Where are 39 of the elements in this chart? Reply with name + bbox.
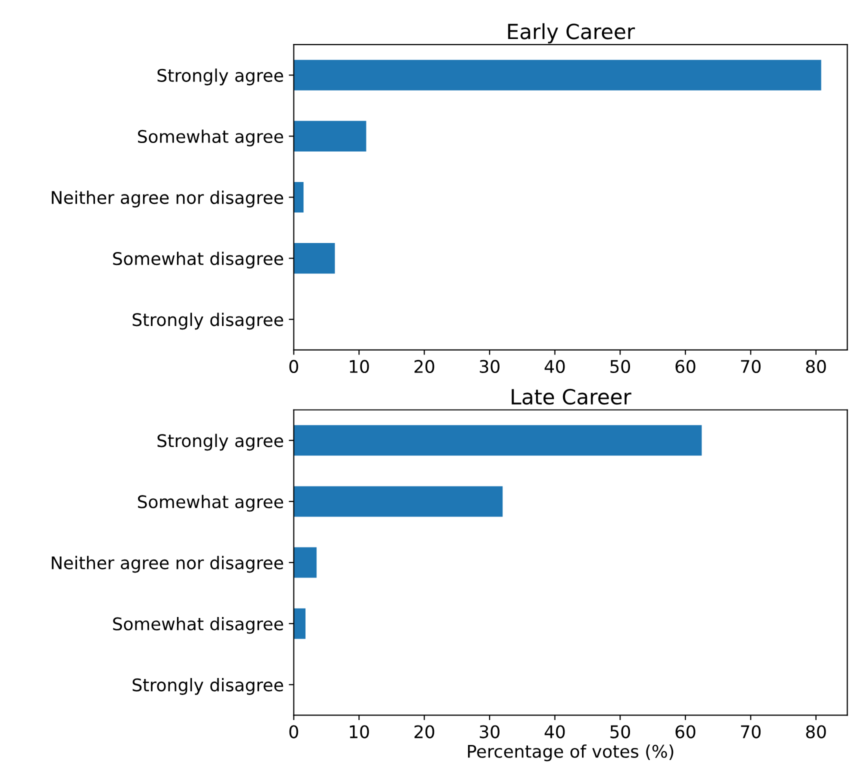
chart-title: Early Career — [508, 23, 635, 44]
x-tick-label: 0 — [289, 725, 298, 738]
x-tick-label: 40 — [544, 360, 565, 374]
x-tick-label: 80 — [806, 725, 826, 738]
y-tick-label: Somewhat disagree — [113, 252, 284, 269]
x-tick-label: 20 — [414, 725, 434, 738]
x-tick-label: 0 — [289, 360, 298, 374]
bar — [294, 608, 306, 639]
bar — [294, 425, 702, 456]
y-tick-label: Somewhat disagree — [113, 616, 284, 634]
x-tick-label: 10 — [350, 360, 369, 374]
y-tick-label: Strongly disagree — [132, 312, 284, 330]
x-tick-label: 40 — [544, 725, 565, 738]
bar — [294, 120, 366, 152]
bar — [294, 182, 304, 213]
y-tick-label: Neither agree nor disagree — [52, 556, 284, 573]
y-tick-label: Strongly disagree — [132, 678, 284, 695]
chart-title: Late Career — [512, 388, 632, 405]
x-tick-label: 30 — [480, 725, 500, 738]
bar — [294, 486, 503, 517]
x-tick-label: 20 — [414, 360, 434, 374]
bar — [294, 60, 822, 90]
y-tick-label: Somewhat agree — [138, 130, 284, 146]
x-tick-label: 10 — [350, 725, 369, 738]
x-tick-label: 80 — [806, 360, 826, 374]
bar — [294, 243, 335, 274]
x-tick-label: 60 — [676, 725, 696, 738]
y-tick-label: Strongly agree — [158, 68, 284, 86]
y-tick-label: Somewhat agree — [138, 494, 284, 512]
x-tick-label: 30 — [480, 360, 500, 374]
x-tick-label: 50 — [610, 725, 630, 738]
x-tick-label: 70 — [741, 725, 761, 738]
x-tick-label: 70 — [741, 360, 761, 374]
x-tick-label: 60 — [676, 360, 696, 374]
x-tick-label: 50 — [610, 360, 630, 374]
y-tick-label: Strongly agree — [158, 434, 284, 451]
x-axis-title: Percentage of votes (%) — [468, 744, 674, 762]
bar — [294, 547, 317, 578]
y-tick-label: Neither agree nor disagree — [52, 190, 284, 208]
